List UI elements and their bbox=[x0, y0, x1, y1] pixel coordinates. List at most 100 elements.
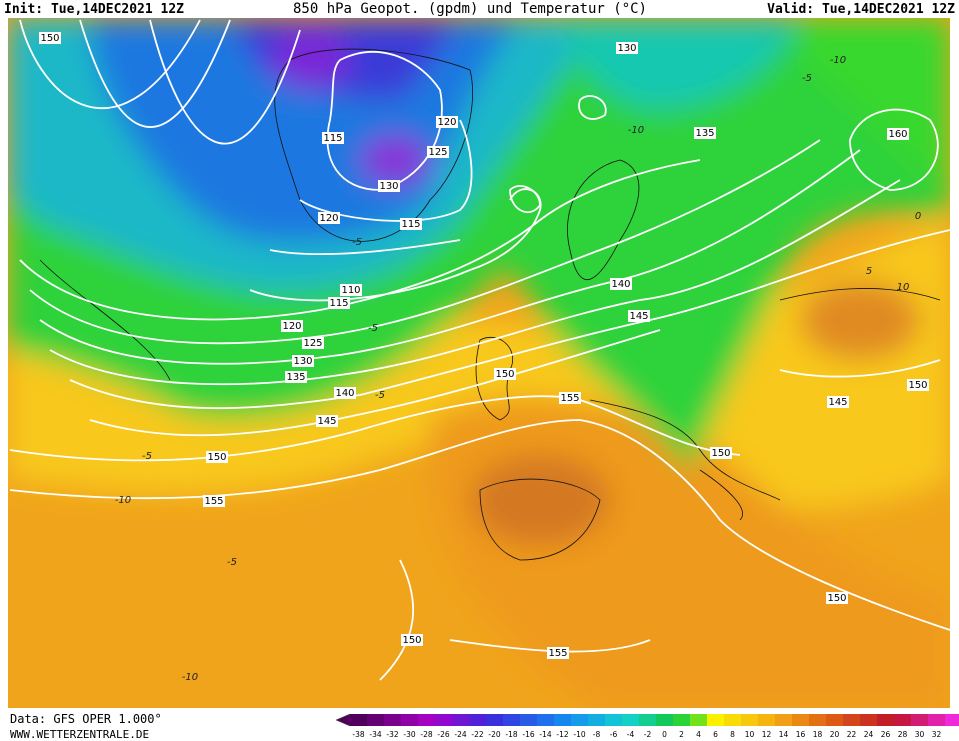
label-box bbox=[827, 396, 849, 408]
colorbar-label: -24 bbox=[454, 730, 466, 739]
label-box bbox=[322, 132, 344, 144]
init-time: Init: Tue,14DEC2021 12Z bbox=[4, 2, 184, 17]
colorbar-swatch bbox=[724, 714, 742, 726]
label-box bbox=[203, 495, 225, 507]
colorbar-label: 26 bbox=[881, 730, 891, 739]
colorbar-swatch bbox=[673, 714, 691, 726]
isotherm-label: -5 bbox=[802, 73, 812, 84]
label-box bbox=[907, 379, 929, 391]
contour-label: 155 bbox=[560, 393, 579, 404]
colorbar-label: -16 bbox=[522, 730, 534, 739]
colorbar-swatch bbox=[435, 714, 453, 726]
colorbar-swatch bbox=[894, 714, 912, 726]
colorbar-label: 18 bbox=[813, 730, 823, 739]
label-box bbox=[316, 415, 338, 427]
contour-label: 160 bbox=[888, 129, 907, 140]
contour-label: 145 bbox=[317, 416, 336, 427]
contour-label: 150 bbox=[908, 380, 927, 391]
colorbar-swatch bbox=[452, 714, 470, 726]
contour-label: 115 bbox=[329, 298, 348, 309]
colorbar-label: -10 bbox=[573, 730, 585, 739]
colorbar-swatch bbox=[588, 714, 606, 726]
label-box bbox=[302, 337, 324, 349]
colorbar-label: -28 bbox=[420, 730, 432, 739]
colorbar-swatch bbox=[758, 714, 776, 726]
label-box bbox=[710, 447, 732, 459]
label-box bbox=[285, 371, 307, 383]
colorbar-label: -6 bbox=[610, 730, 618, 739]
label-box bbox=[559, 392, 581, 404]
label-box bbox=[616, 42, 638, 54]
colorbar-swatch bbox=[537, 714, 555, 726]
colorbar-swatch bbox=[826, 714, 844, 726]
colorbar-label: 22 bbox=[847, 730, 857, 739]
colorbar-label: 28 bbox=[898, 730, 908, 739]
label-box bbox=[628, 310, 650, 322]
colorbar-label: -22 bbox=[471, 730, 483, 739]
colorbar-label: 20 bbox=[830, 730, 840, 739]
colorbar-label: -14 bbox=[539, 730, 551, 739]
colorbar-swatch bbox=[843, 714, 861, 726]
isotherm-label: -5 bbox=[375, 390, 385, 401]
contour-label: 150 bbox=[827, 593, 846, 604]
colorbar-swatch bbox=[911, 714, 929, 726]
colorbar-label: -30 bbox=[403, 730, 415, 739]
label-box bbox=[340, 284, 362, 296]
colorbar-swatch bbox=[520, 714, 538, 726]
label-box bbox=[281, 320, 303, 332]
isotherm-label: -5 bbox=[227, 557, 237, 568]
colorbar-label: -26 bbox=[437, 730, 449, 739]
header-bar bbox=[0, 0, 959, 18]
isotherm-label: -10 bbox=[115, 495, 131, 506]
label-box bbox=[427, 146, 449, 158]
isotherm-label: -10 bbox=[182, 672, 198, 683]
data-source: Data: GFS OPER 1.000° bbox=[10, 712, 162, 726]
colorbar-swatch bbox=[741, 714, 759, 726]
colorbar-swatch bbox=[860, 714, 878, 726]
contour-label: 120 bbox=[319, 213, 338, 224]
colorbar-label: 2 bbox=[679, 730, 684, 739]
label-box bbox=[694, 127, 716, 139]
colorbar: -38 -34 -32 -30 -28 -26 -24 -22 -20 -18 -16 -14 -12-… bbox=[335, 713, 959, 739]
colorbar-swatch bbox=[503, 714, 521, 726]
isotherm-label: -10 bbox=[830, 55, 846, 66]
colorbar-swatch bbox=[775, 714, 793, 726]
contour-label: 120 bbox=[437, 117, 456, 128]
contour-label: 125 bbox=[303, 338, 322, 349]
colorbar-label: 32 bbox=[932, 730, 942, 739]
colorbar-swatch bbox=[469, 714, 487, 726]
colorbar-swatch bbox=[945, 714, 959, 726]
contour-label: 150 bbox=[711, 448, 730, 459]
colorbar-swatch bbox=[384, 714, 402, 726]
colorbar-swatch bbox=[367, 714, 385, 726]
map-title: 850 hPa Geopot. (gpdm) und Temperatur (°… bbox=[293, 1, 647, 17]
colorbar-label: 16 bbox=[796, 730, 806, 739]
label-box bbox=[378, 180, 400, 192]
temperature-labels: -5 -10 -10 -5 -5 -5 -5 -10 -5 -10 5 10 0 bbox=[115, 55, 921, 683]
contour-label: 150 bbox=[40, 33, 59, 44]
colorbar-label: -12 bbox=[556, 730, 568, 739]
label-box bbox=[610, 278, 632, 290]
contour-label: 130 bbox=[617, 43, 636, 54]
label-box bbox=[328, 297, 350, 309]
contour-label: 145 bbox=[629, 311, 648, 322]
label-box bbox=[494, 368, 516, 380]
colorbar-label: 6 bbox=[713, 730, 718, 739]
temperature-field bbox=[8, 18, 950, 708]
colorbar-swatch bbox=[571, 714, 589, 726]
colorbar-swatch bbox=[656, 714, 674, 726]
colorbar-swatch bbox=[707, 714, 725, 726]
isotherm-label: 0 bbox=[915, 211, 921, 222]
colorbar-label: 0 bbox=[662, 730, 667, 739]
colorbar-swatch bbox=[809, 714, 827, 726]
contour-label: 115 bbox=[323, 133, 342, 144]
colorbar-swatch bbox=[622, 714, 640, 726]
colorbar-label: -34 bbox=[369, 730, 381, 739]
colorbar-swatch bbox=[792, 714, 810, 726]
colorbar-swatch bbox=[401, 714, 419, 726]
label-box bbox=[334, 387, 356, 399]
contour-label: 135 bbox=[695, 128, 714, 139]
valid-time: Valid: Tue,14DEC2021 12Z bbox=[767, 2, 955, 17]
